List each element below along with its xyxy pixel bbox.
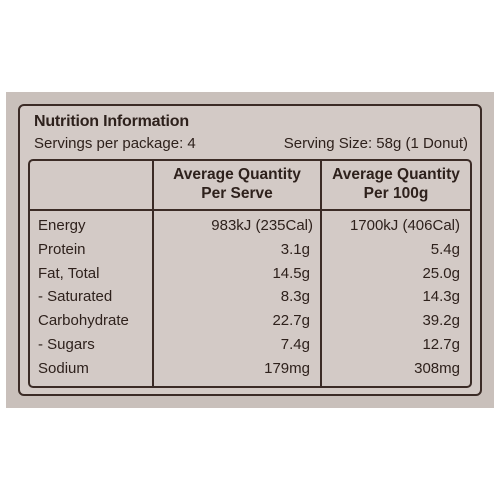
header-per-100g-line2: Per 100g	[363, 185, 429, 202]
row-label: Fat, Total	[38, 264, 100, 282]
row-per-serve: 14.5g	[272, 264, 310, 282]
header-divider	[30, 209, 470, 211]
row-per-100g: 25.0g	[422, 264, 460, 282]
row-per-100g: 5.4g	[430, 240, 460, 258]
row-per-100g: 12.7g	[422, 335, 460, 353]
row-per-100g: 1700kJ (406Cal)	[349, 217, 460, 234]
serving-size: Serving Size: 58g (1 Donut)	[283, 135, 468, 152]
table-row-carbohydrate: Carbohydrate 22.7g 39.2g	[30, 312, 470, 336]
row-per-serve: 3.1g	[280, 240, 310, 258]
panel-title: Nutrition Information	[34, 113, 189, 130]
row-per-serve: 179mg	[264, 359, 310, 377]
row-per-100g: 308mg	[414, 359, 460, 377]
row-per-serve: 983kJ (235Cal)	[211, 217, 313, 234]
row-label: - Saturated	[38, 288, 113, 306]
table-row-protein: Protein 3.1g 5.4g	[30, 241, 470, 265]
row-label: Protein	[38, 240, 86, 258]
table-row-fat-total: Fat, Total 14.5g 25.0g	[30, 265, 470, 289]
table-row-sugars: - Sugars 7.4g 12.7g	[30, 336, 470, 360]
nutrition-panel: Nutrition Information Servings per packa…	[18, 104, 482, 396]
column-divider-1	[152, 161, 154, 386]
column-divider-2	[320, 161, 322, 386]
row-label: Sodium	[38, 359, 89, 377]
header-per-100g: Average Quantity Per 100g	[322, 165, 470, 203]
header-per-100g-line1: Average Quantity	[332, 166, 460, 183]
table-row-saturated: - Saturated 8.3g 14.3g	[30, 288, 470, 312]
row-per-serve: 8.3g	[280, 288, 310, 306]
table-row-sodium: Sodium 179mg 308mg	[30, 360, 470, 384]
table-rows: Energy 983kJ (235Cal) 1700kJ (406Cal) Pr…	[30, 217, 470, 384]
row-per-serve: 7.4g	[280, 335, 310, 353]
header-per-serve-line1: Average Quantity	[173, 166, 301, 183]
row-label: Carbohydrate	[38, 312, 129, 330]
header-per-serve-line2: Per Serve	[201, 185, 273, 202]
row-label: Energy	[38, 217, 86, 234]
table-row-energy: Energy 983kJ (235Cal) 1700kJ (406Cal)	[30, 217, 470, 241]
servings-per-package: Servings per package: 4	[34, 135, 196, 152]
row-per-100g: 39.2g	[422, 312, 460, 330]
row-per-100g: 14.3g	[422, 288, 460, 306]
row-per-serve: 22.7g	[272, 312, 310, 330]
row-label: - Sugars	[38, 335, 95, 353]
nutrition-table: Average Quantity Per Serve Average Quant…	[28, 159, 472, 388]
header-per-serve: Average Quantity Per Serve	[154, 165, 320, 203]
